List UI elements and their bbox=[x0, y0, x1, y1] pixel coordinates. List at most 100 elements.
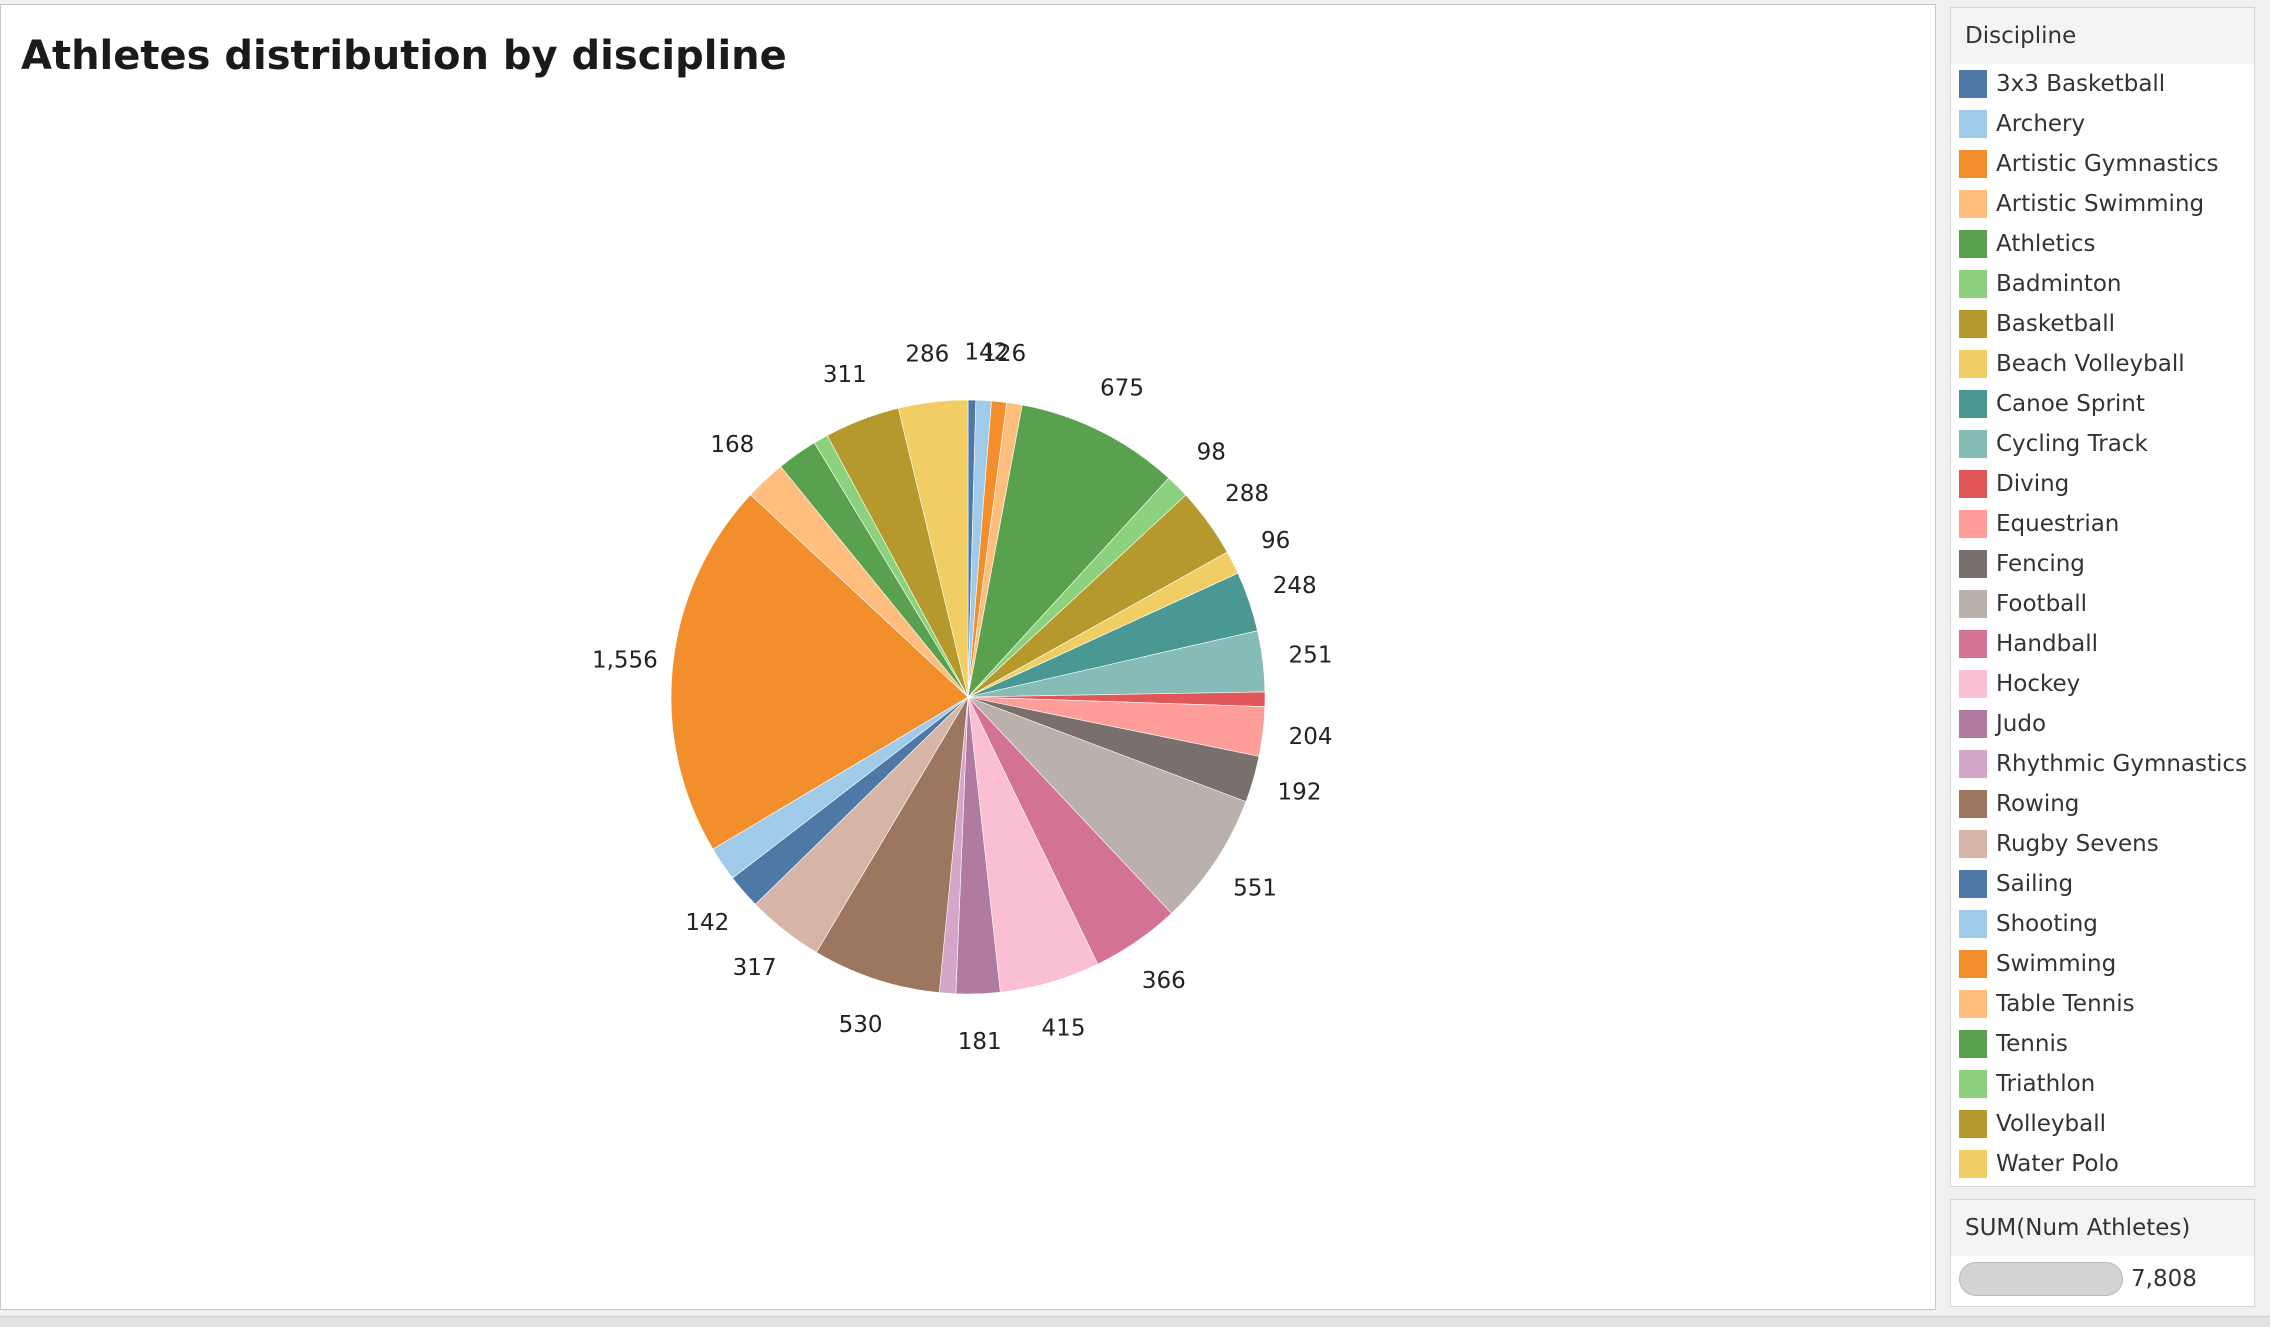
legend-label: Diving bbox=[1996, 471, 2070, 497]
legend-item-basketball[interactable]: Basketball bbox=[1951, 304, 2254, 344]
legend-swatch bbox=[1959, 430, 1987, 458]
data-label-beach-volleyball: 96 bbox=[1261, 528, 1290, 554]
data-label-badminton: 98 bbox=[1197, 439, 1226, 465]
data-label-judo: 181 bbox=[958, 1029, 1002, 1055]
legend-list: 3x3 Basketball Archery Artistic Gymnastics… bbox=[1951, 64, 2254, 1184]
pie-slice-swimming[interactable] bbox=[670, 494, 969, 850]
legend-swatch bbox=[1959, 1150, 1987, 1178]
legend-swatch bbox=[1959, 990, 1987, 1018]
legend-label: Tennis bbox=[1996, 1031, 2068, 1057]
legend-item-rhythmic-gymnastics[interactable]: Rhythmic Gymnastics bbox=[1951, 744, 2254, 784]
size-legend-value: 7,808 bbox=[2131, 1266, 2197, 1292]
status-bar bbox=[0, 1316, 2270, 1327]
legend-item-football[interactable]: Football bbox=[1951, 584, 2254, 624]
legend-swatch bbox=[1959, 670, 1987, 698]
legend-title: Discipline bbox=[1951, 8, 2254, 64]
legend-swatch bbox=[1959, 750, 1987, 778]
color-legend: Discipline 3x3 Basketball Archery Artistic… bbox=[1950, 7, 2255, 1187]
legend-swatch bbox=[1959, 950, 1987, 978]
data-label-hockey: 415 bbox=[1042, 1016, 1086, 1042]
legend-label: Table Tennis bbox=[1996, 991, 2135, 1017]
pie-slice-football[interactable] bbox=[967, 696, 1247, 914]
legend-item-3x3-basketball[interactable]: 3x3 Basketball bbox=[1951, 64, 2254, 104]
size-legend: SUM(Num Athletes) 7,808 bbox=[1950, 1199, 2255, 1307]
legend-item-shooting[interactable]: Shooting bbox=[1951, 904, 2254, 944]
legend-swatch bbox=[1959, 830, 1987, 858]
legend-item-canoe-sprint[interactable]: Canoe Sprint bbox=[1951, 384, 2254, 424]
legend-label: Hockey bbox=[1996, 671, 2081, 697]
data-label-table-tennis: 168 bbox=[710, 432, 754, 458]
legend-swatch bbox=[1959, 910, 1987, 938]
legend-label: Artistic Gymnastics bbox=[1996, 151, 2219, 177]
legend-item-cycling-track[interactable]: Cycling Track bbox=[1951, 424, 2254, 464]
legend-swatch bbox=[1959, 790, 1987, 818]
legend-swatch bbox=[1959, 590, 1987, 618]
legend-item-artistic-gymnastics[interactable]: Artistic Gymnastics bbox=[1951, 144, 2254, 184]
legend-label: Cycling Track bbox=[1996, 431, 2148, 457]
legend-swatch bbox=[1959, 870, 1987, 898]
legend-item-athletics[interactable]: Athletics bbox=[1951, 224, 2254, 264]
legend-swatch bbox=[1959, 110, 1987, 138]
data-label-swimming: 1,556 bbox=[592, 648, 658, 674]
legend-item-fencing[interactable]: Fencing bbox=[1951, 544, 2254, 584]
legend-item-swimming[interactable]: Swimming bbox=[1951, 944, 2254, 984]
pie-slice-water-polo[interactable] bbox=[898, 399, 969, 698]
data-label-sailing: 142 bbox=[685, 910, 729, 936]
legend-item-handball[interactable]: Handball bbox=[1951, 624, 2254, 664]
legend-label: Handball bbox=[1996, 631, 2099, 657]
legend-item-tennis[interactable]: Tennis bbox=[1951, 1024, 2254, 1064]
legend-item-table-tennis[interactable]: Table Tennis bbox=[1951, 984, 2254, 1024]
data-label-canoe-sprint: 248 bbox=[1273, 573, 1317, 599]
legend-label: Archery bbox=[1996, 111, 2086, 137]
legend-swatch bbox=[1959, 710, 1987, 738]
data-label-archery: 142 bbox=[964, 340, 1008, 366]
legend-label: Equestrian bbox=[1996, 511, 2120, 537]
data-label-fencing: 192 bbox=[1278, 780, 1322, 806]
pie-chart[interactable]: 1421266759828896248251204192551366415181… bbox=[1, 5, 1935, 1309]
size-legend-shape bbox=[1959, 1262, 2123, 1296]
pie-data-labels: 1421266759828896248251204192551366415181… bbox=[592, 340, 1333, 1055]
legend-item-equestrian[interactable]: Equestrian bbox=[1951, 504, 2254, 544]
legend-item-volleyball[interactable]: Volleyball bbox=[1951, 1104, 2254, 1144]
legend-swatch bbox=[1959, 510, 1987, 538]
legend-label: Triathlon bbox=[1996, 1071, 2096, 1097]
legend-label: Basketball bbox=[1996, 311, 2115, 337]
legend-item-beach-volleyball[interactable]: Beach Volleyball bbox=[1951, 344, 2254, 384]
legend-item-water-polo[interactable]: Water Polo bbox=[1951, 1144, 2254, 1184]
pie-slice-athletics[interactable] bbox=[967, 404, 1170, 698]
legend-label: Rugby Sevens bbox=[1996, 831, 2159, 857]
pie-slices bbox=[670, 399, 1266, 995]
legend-label: Rowing bbox=[1996, 791, 2080, 817]
legend-item-badminton[interactable]: Badminton bbox=[1951, 264, 2254, 304]
legend-item-triathlon[interactable]: Triathlon bbox=[1951, 1064, 2254, 1104]
legend-swatch bbox=[1959, 310, 1987, 338]
chart-pane: Athletes distribution by discipline 142 1… bbox=[0, 4, 1936, 1310]
legend-item-diving[interactable]: Diving bbox=[1951, 464, 2254, 504]
legend-swatch bbox=[1959, 630, 1987, 658]
legend-swatch bbox=[1959, 150, 1987, 178]
legend-item-sailing[interactable]: Sailing bbox=[1951, 864, 2254, 904]
legend-item-rugby-sevens[interactable]: Rugby Sevens bbox=[1951, 824, 2254, 864]
legend-label: Football bbox=[1996, 591, 2088, 617]
data-label-water-polo: 286 bbox=[905, 341, 949, 367]
legend-item-archery[interactable]: Archery bbox=[1951, 104, 2254, 144]
data-label-equestrian: 204 bbox=[1289, 724, 1333, 750]
legend-label: Beach Volleyball bbox=[1996, 351, 2185, 377]
data-label-cycling-track: 251 bbox=[1289, 642, 1333, 668]
legend-swatch bbox=[1959, 230, 1987, 258]
pie-slice-rowing[interactable] bbox=[815, 696, 969, 993]
data-label-football: 551 bbox=[1233, 875, 1277, 901]
legend-label: Sailing bbox=[1996, 871, 2074, 897]
legend-label: Fencing bbox=[1996, 551, 2085, 577]
legend-item-artistic-swimming[interactable]: Artistic Swimming bbox=[1951, 184, 2254, 224]
legend-swatch bbox=[1959, 1070, 1987, 1098]
legend-label: Swimming bbox=[1996, 951, 2117, 977]
data-label-volleyball: 311 bbox=[823, 362, 867, 388]
legend-label: Rhythmic Gymnastics bbox=[1996, 751, 2248, 777]
data-label-rugby-sevens: 317 bbox=[733, 955, 777, 981]
legend-label: Badminton bbox=[1996, 271, 2122, 297]
size-legend-row: 7,808 bbox=[1951, 1256, 2254, 1302]
legend-item-judo[interactable]: Judo bbox=[1951, 704, 2254, 744]
legend-item-rowing[interactable]: Rowing bbox=[1951, 784, 2254, 824]
legend-item-hockey[interactable]: Hockey bbox=[1951, 664, 2254, 704]
